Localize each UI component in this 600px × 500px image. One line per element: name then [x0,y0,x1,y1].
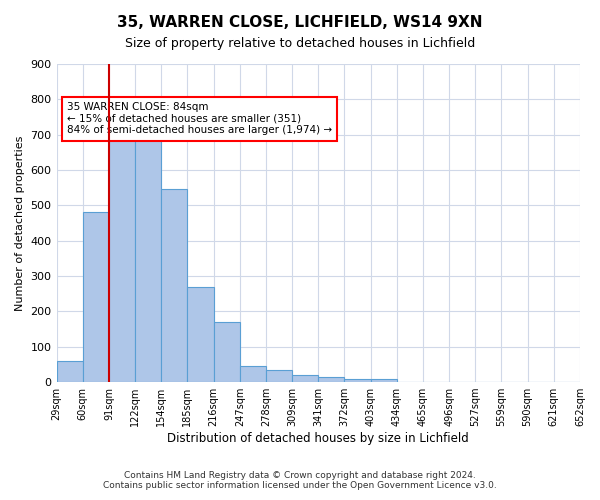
Bar [109,128,135,382]
X-axis label: Distribution of detached houses by size in Lichfield: Distribution of detached houses by size … [167,432,469,445]
Text: Contains HM Land Registry data © Crown copyright and database right 2024.
Contai: Contains HM Land Registry data © Crown c… [103,470,497,490]
Bar [161,190,187,382]
Bar [83,212,109,382]
Text: 35 WARREN CLOSE: 84sqm
← 15% of detached houses are smaller (351)
84% of semi-de: 35 WARREN CLOSE: 84sqm ← 15% of detached… [67,102,332,136]
Bar [135,128,161,382]
Bar [56,361,83,382]
Bar [214,322,240,382]
Bar [318,377,344,382]
Text: 35, WARREN CLOSE, LICHFIELD, WS14 9XN: 35, WARREN CLOSE, LICHFIELD, WS14 9XN [117,15,483,30]
Text: Size of property relative to detached houses in Lichfield: Size of property relative to detached ho… [125,38,475,51]
Bar [371,378,397,382]
Bar [292,375,318,382]
Bar [187,286,214,382]
Bar [240,366,266,382]
Bar [344,378,371,382]
Y-axis label: Number of detached properties: Number of detached properties [15,136,25,310]
Bar [266,370,292,382]
